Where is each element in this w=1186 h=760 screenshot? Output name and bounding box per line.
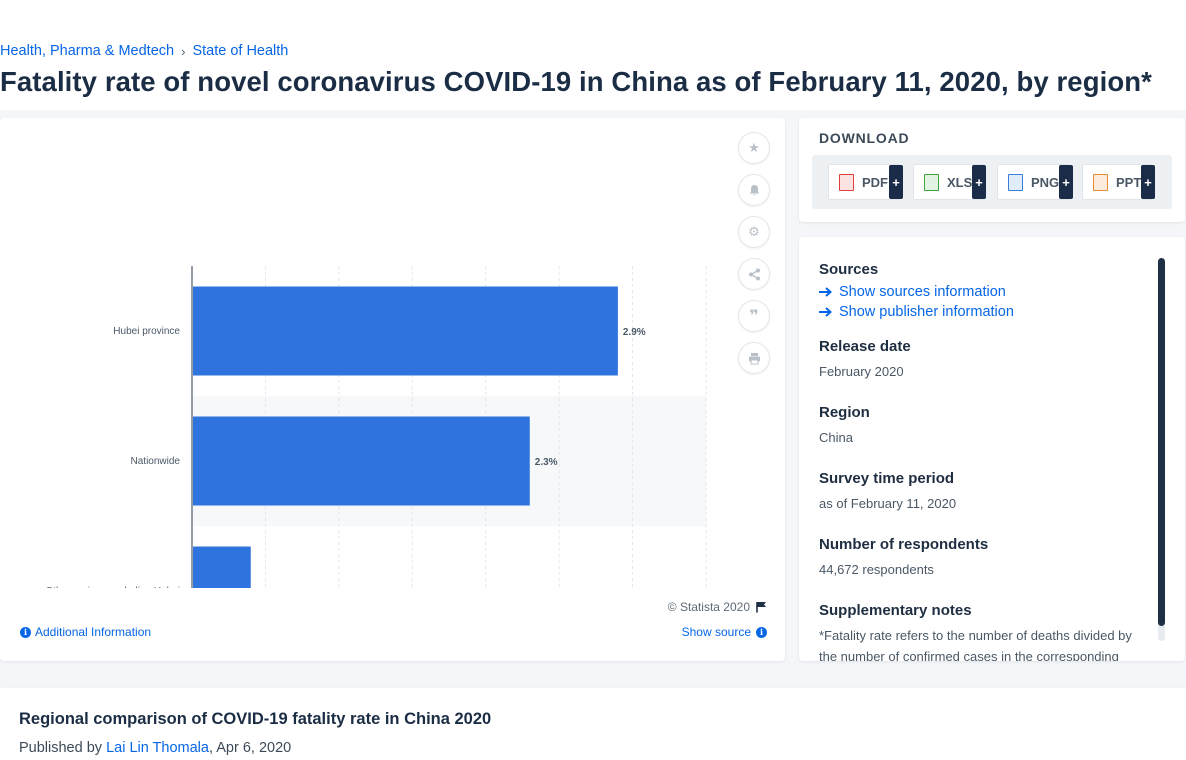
notification-button[interactable] <box>738 174 770 206</box>
download-title: DOWNLOAD <box>819 130 910 146</box>
download-png-button[interactable]: PNG + <box>997 164 1073 200</box>
gear-icon: ⚙ <box>748 224 760 239</box>
copyright: © Statista 2020 <box>668 600 767 614</box>
data-label: 2.9% <box>623 327 646 338</box>
bar-chart: 0%0.5%1%1.5%2%2.5%3%3.5%Fatality rateHub… <box>45 266 707 588</box>
breadcrumb-item-state-of-health[interactable]: State of Health <box>192 43 289 59</box>
png-file-icon <box>1008 173 1023 191</box>
category-label: Other regions excluding Hubei <box>45 586 180 588</box>
show-sources-link[interactable]: Show sources information <box>819 284 1149 300</box>
download-pdf-button[interactable]: PDF + <box>828 164 903 200</box>
bar <box>193 286 618 376</box>
show-source-label: Show source <box>681 625 751 639</box>
breadcrumb-separator: › <box>181 43 186 59</box>
pdf-file-icon <box>839 173 854 191</box>
release-date-heading: Release date <box>819 338 911 355</box>
supplementary-notes-value: *Fatality rate refers to the number of d… <box>819 628 1132 661</box>
cite-button[interactable]: ❞ <box>738 300 770 332</box>
flag-icon[interactable] <box>756 601 767 613</box>
settings-button[interactable]: ⚙ <box>738 216 770 248</box>
png-plus-icon: + <box>1059 165 1073 199</box>
additional-info-label: Additional Information <box>35 625 152 639</box>
favorite-button[interactable]: ★ <box>738 132 770 164</box>
xls-file-icon <box>924 173 939 191</box>
metadata-card: Sources Show sources information Show pu… <box>799 237 1185 661</box>
region-heading: Region <box>819 404 870 421</box>
respondents-heading: Number of respondents <box>819 536 989 553</box>
arrow-right-icon <box>819 287 833 297</box>
download-png-label: PNG <box>1031 174 1060 190</box>
survey-period-heading: Survey time period <box>819 470 955 487</box>
info-icon: i <box>756 626 767 638</box>
category-label: Nationwide <box>131 456 181 467</box>
info-icon: i <box>20 626 31 638</box>
download-card: DOWNLOAD PDF + XLS + PNG + PPT + <box>799 118 1185 222</box>
related-title[interactable]: Regional comparison of COVID-19 fatality… <box>19 710 492 728</box>
download-ppt-button[interactable]: PPT + <box>1082 164 1155 200</box>
published-by-label: Published by <box>19 740 107 756</box>
download-pdf-label: PDF <box>862 174 888 190</box>
copyright-text: © Statista 2020 <box>667 600 750 614</box>
breadcrumb: Health, Pharma & Medtech › State of Heal… <box>0 43 288 59</box>
release-date-value: February 2020 <box>819 364 904 379</box>
ppt-file-icon <box>1093 173 1108 191</box>
download-xls-button[interactable]: XLS + <box>913 164 986 200</box>
show-sources-label: Show sources information <box>839 284 1006 300</box>
header-area <box>0 0 1186 110</box>
page-title: Fatality rate of novel coronavirus COVID… <box>0 66 1152 97</box>
category-label: Hubei province <box>113 326 180 337</box>
survey-period-value: as of February 11, 2020 <box>819 496 957 511</box>
breadcrumb-item-health[interactable]: Health, Pharma & Medtech <box>0 43 175 59</box>
download-ppt-label: PPT <box>1116 174 1142 190</box>
share-icon <box>748 268 760 280</box>
show-publisher-label: Show publisher information <box>839 304 1014 320</box>
respondents-value: 44,672 respondents <box>819 562 934 577</box>
supplementary-notes-heading: Supplementary notes <box>819 602 972 619</box>
show-publisher-link[interactable]: Show publisher information <box>819 304 1149 320</box>
xls-plus-icon: + <box>972 165 986 199</box>
ppt-plus-icon: + <box>1141 165 1155 199</box>
pdf-plus-icon: + <box>889 165 903 199</box>
download-buttons: PDF + XLS + PNG + PPT + <box>812 155 1172 209</box>
data-label: 2.3% <box>535 457 558 468</box>
bell-icon <box>749 184 759 195</box>
additional-info-link[interactable]: i Additional Information <box>20 625 151 639</box>
bar <box>193 416 530 506</box>
metadata-content: Sources Show sources information Show pu… <box>819 261 1149 661</box>
print-icon <box>748 352 760 364</box>
star-icon: ★ <box>748 140 760 155</box>
region-value: China <box>819 430 853 445</box>
data-label: 0.4% <box>256 587 279 588</box>
author-link[interactable]: Lai Lin Thomala <box>106 740 209 756</box>
share-button[interactable] <box>738 258 770 290</box>
metadata-scrollbar[interactable] <box>1158 258 1165 641</box>
related-statistic-card: Regional comparison of COVID-19 fatality… <box>0 688 1186 760</box>
show-source-link[interactable]: Show source i <box>682 625 767 639</box>
chart-toolbar: ★ ⚙ ❞ <box>738 132 772 384</box>
print-button[interactable] <box>738 342 770 374</box>
chart-card: 0%0.5%1%1.5%2%2.5%3%3.5%Fatality rateHub… <box>0 118 785 661</box>
bar <box>193 546 251 588</box>
related-published-by: Published by Lai Lin Thomala, Apr 6, 202… <box>19 740 291 756</box>
download-xls-label: XLS <box>947 174 973 190</box>
sources-heading: Sources <box>819 261 879 278</box>
published-date: , Apr 6, 2020 <box>208 740 292 756</box>
quote-icon: ❞ <box>749 308 759 325</box>
scrollbar-thumb[interactable] <box>1158 258 1165 626</box>
arrow-right-icon <box>819 307 833 317</box>
